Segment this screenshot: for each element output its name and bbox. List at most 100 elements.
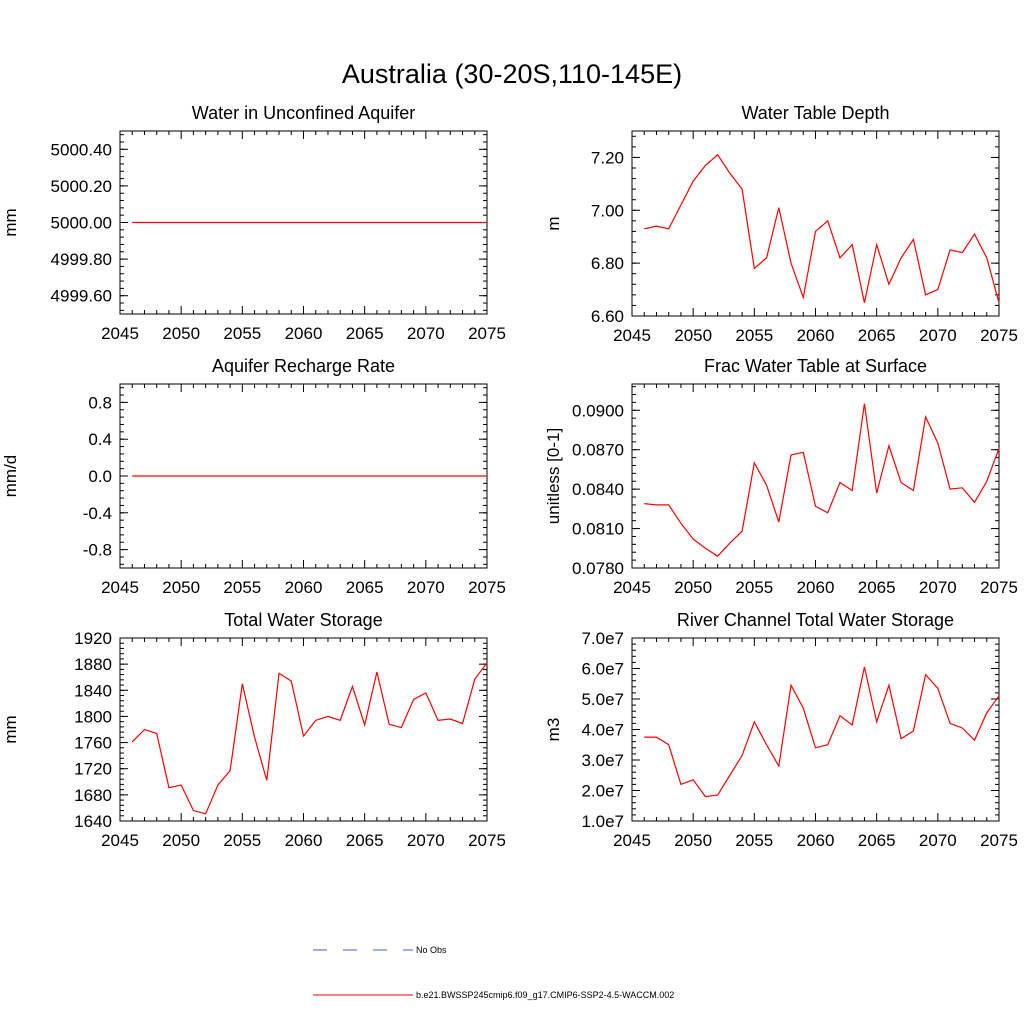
y-tick-label: 1840 [74,681,112,700]
series-line [131,662,488,815]
y-tick-label: 2.0e7 [581,782,624,801]
panel-title: Total Water Storage [224,610,382,630]
x-tick-label: 2045 [613,326,651,345]
x-tick-label: 2060 [797,831,835,850]
x-tick-label: 2060 [285,831,323,850]
x-tick-label: 2055 [735,831,773,850]
x-tick-label: 2055 [223,324,261,343]
y-axis-label: mm/d [1,455,20,498]
x-tick-label: 2075 [468,324,506,343]
x-tick-label: 2060 [797,578,835,597]
panel-title: River Channel Total Water Storage [677,610,954,630]
x-tick-label: 2045 [101,324,139,343]
y-tick-label: 5.0e7 [581,690,624,709]
x-tick-label: 2055 [223,831,261,850]
x-tick-label: 2060 [285,578,323,597]
y-tick-label: 6.80 [591,254,624,273]
y-tick-label: 6.60 [591,307,624,326]
y-tick-label: 3.0e7 [581,751,624,770]
panel-title: Water in Unconfined Aquifer [192,103,415,123]
chart-panel: River Channel Total Water Storage 2045 205… [544,610,1018,850]
series-line [644,153,1000,303]
x-tick-label: 2070 [407,578,445,597]
y-tick-label: -0.4 [83,504,112,523]
y-tick-label: 7.00 [591,201,624,220]
x-tick-label: 2065 [346,578,384,597]
x-tick-label: 2065 [858,831,896,850]
x-tick-label: 2070 [919,831,957,850]
y-tick-label: 5000.00 [51,214,112,233]
plot-frame [631,637,1000,822]
y-tick-label: 1880 [74,655,112,674]
plot-frame [631,383,1000,569]
x-tick-label: 2070 [919,326,957,345]
x-tick-label: 2045 [101,831,139,850]
y-axis-label: m3 [544,718,563,742]
series-line [644,403,1000,557]
y-tick-label: 5000.40 [51,140,112,159]
y-tick-label: 6.0e7 [581,660,624,679]
x-tick-label: 2075 [468,578,506,597]
x-tick-label: 2075 [980,578,1018,597]
x-tick-label: 2060 [797,326,835,345]
panels-group: Water in Unconfined Aquifer 2045 2050 2055 2… [1,103,1018,850]
y-tick-label: 1800 [74,707,112,726]
y-tick-label: 4999.80 [51,250,112,269]
x-tick-label: 2065 [346,324,384,343]
x-tick-label: 2050 [162,324,200,343]
y-tick-label: 7.0e7 [581,629,624,648]
chart-panel: Frac Water Table at Surface 2045 2050 2055 2… [544,356,1018,597]
x-tick-label: 2050 [674,831,712,850]
x-tick-label: 2070 [919,578,957,597]
x-tick-label: 2065 [858,578,896,597]
y-tick-label: 1760 [74,734,112,753]
x-tick-label: 2055 [735,326,773,345]
figure-title: Australia (30-20S,110-145E) [342,59,682,89]
y-axis-label: unitless [0-1] [544,428,563,524]
x-tick-label: 2050 [674,578,712,597]
y-tick-label: 5000.20 [51,177,112,196]
chart-panel: Total Water Storage 2045 2050 2055 2060 2065 2… [1,610,506,850]
y-tick-label: 0.0780 [572,559,624,578]
x-tick-label: 2045 [101,578,139,597]
x-tick-label: 2065 [346,831,384,850]
legend-label: b.e21.BWSSP245cmip6.f09_g17.CMIP6-SSP2-4… [416,990,674,1000]
y-tick-label: 0.0810 [572,520,624,539]
y-tick-label: 0.0 [88,467,112,486]
y-tick-label: 4999.60 [51,287,112,306]
legend-label: No Obs [416,945,447,955]
y-tick-label: 1720 [74,760,112,779]
x-tick-label: 2075 [980,831,1018,850]
y-tick-label: 0.0900 [572,401,624,420]
plot-frame [631,130,1000,317]
x-tick-label: 2045 [613,831,651,850]
x-tick-label: 2050 [162,578,200,597]
y-tick-label: 1920 [74,629,112,648]
y-tick-label: 0.0870 [572,441,624,460]
y-tick-label: 1680 [74,786,112,805]
panel-title: Frac Water Table at Surface [704,356,927,376]
y-axis-label: m [544,216,563,230]
chart-panel: Water Table Depth 2045 2050 2055 2060 2065 207… [544,103,1018,345]
y-tick-label: 7.20 [591,148,624,167]
x-tick-label: 2050 [162,831,200,850]
x-tick-label: 2075 [468,831,506,850]
legend: No Obs b.e21.BWSSP245cmip6.f09_g17.CMIP6-… [313,945,674,1000]
panel-title: Aquifer Recharge Rate [212,356,395,376]
series-line [644,666,1000,798]
y-tick-label: 4.0e7 [581,721,624,740]
y-tick-label: 1640 [74,812,112,831]
x-tick-label: 2045 [613,578,651,597]
x-tick-label: 2075 [980,326,1018,345]
x-tick-label: 2070 [407,831,445,850]
y-axis-label: mm [1,208,20,236]
y-tick-label: 0.8 [88,393,112,412]
plot-frame [119,637,488,822]
x-tick-label: 2060 [285,324,323,343]
y-tick-label: 0.4 [88,430,112,449]
panel-title: Water Table Depth [741,103,889,123]
x-tick-label: 2055 [735,578,773,597]
y-tick-label: 1.0e7 [581,812,624,831]
x-tick-label: 2065 [858,326,896,345]
